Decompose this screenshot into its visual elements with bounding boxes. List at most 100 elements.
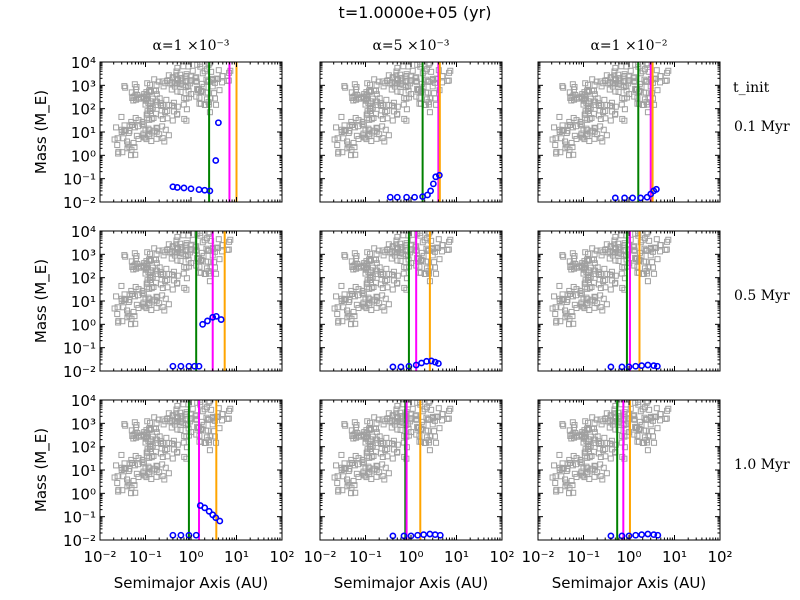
background-point (418, 249, 425, 256)
background-point (409, 67, 416, 74)
background-point (168, 424, 175, 431)
background-point (381, 138, 388, 145)
background-point (560, 295, 567, 302)
background-point (183, 275, 190, 282)
background-point (159, 135, 166, 142)
background-point (578, 291, 585, 298)
background-point (169, 79, 176, 86)
background-point (619, 115, 626, 122)
background-point (146, 250, 153, 257)
background-point (401, 95, 408, 102)
background-point (621, 106, 628, 113)
background-point (114, 304, 121, 311)
plot-area (549, 400, 672, 540)
background-point (389, 248, 396, 255)
planet-point (429, 180, 437, 188)
background-point (183, 106, 190, 113)
background-point (556, 282, 563, 289)
background-point (558, 304, 565, 311)
background-point (641, 414, 648, 421)
background-point (644, 231, 651, 236)
background-point (641, 404, 648, 411)
background-point (591, 124, 598, 131)
background-point (412, 413, 419, 420)
background-point (351, 124, 358, 131)
background-point (377, 450, 384, 457)
background-point (559, 83, 566, 90)
background-point (203, 404, 210, 411)
background-point (401, 115, 408, 122)
background-point (612, 257, 619, 264)
background-point (359, 118, 366, 125)
background-point (577, 118, 584, 125)
background-point (154, 125, 161, 132)
background-point (368, 476, 375, 483)
row-label-2: 0.5 Myr (734, 288, 790, 304)
background-point (389, 74, 396, 81)
planet-point (204, 317, 211, 325)
background-point (584, 419, 591, 426)
background-point (389, 455, 396, 462)
background-point (560, 253, 567, 260)
background-point (153, 293, 160, 300)
background-point (435, 236, 442, 243)
background-point (344, 307, 351, 314)
background-point (360, 460, 367, 467)
background-point (423, 76, 430, 83)
background-point (144, 279, 151, 286)
background-point (341, 83, 348, 90)
background-point (340, 135, 347, 142)
background-point (581, 96, 588, 103)
panel-r2-c2 (319, 230, 503, 372)
background-point (143, 265, 150, 272)
background-point (382, 109, 389, 116)
background-point (431, 264, 438, 271)
x-tick-label: 10² (269, 548, 294, 566)
planet-point (212, 157, 220, 164)
background-point (154, 463, 161, 470)
background-point (394, 64, 401, 71)
background-point (187, 249, 194, 256)
background-point (114, 479, 121, 486)
background-point (197, 232, 204, 239)
background-point (588, 114, 595, 121)
background-point (124, 307, 131, 314)
background-point (654, 87, 661, 94)
background-point (344, 476, 351, 483)
background-point (181, 115, 188, 122)
background-point (213, 270, 220, 277)
background-point (181, 264, 188, 271)
background-point (353, 84, 360, 91)
background-point (380, 252, 387, 259)
background-point (377, 281, 384, 288)
y-tick-label: 10⁴ (71, 54, 96, 72)
background-point (350, 435, 357, 442)
background-point (113, 462, 120, 469)
background-point (560, 464, 567, 471)
background-point (389, 117, 396, 124)
background-point (641, 265, 648, 272)
background-point (333, 124, 340, 131)
background-point (366, 250, 373, 257)
background-point (374, 294, 381, 301)
background-point (559, 421, 566, 428)
background-point (147, 436, 154, 443)
x-tick-label: 10¹ (444, 548, 469, 566)
y-tick-label: 10⁻² (63, 363, 96, 381)
background-point (350, 266, 357, 273)
background-point (641, 434, 648, 441)
background-point (334, 310, 341, 317)
background-point (118, 113, 125, 120)
background-point (133, 132, 140, 139)
y-axis-label: Mass (M_E) (32, 428, 51, 512)
background-point (346, 297, 353, 304)
background-point (174, 449, 181, 456)
background-point (346, 466, 353, 473)
background-point (382, 295, 389, 302)
background-point (371, 87, 378, 94)
background-point (612, 280, 619, 287)
background-point (599, 476, 606, 483)
planet-point (414, 531, 422, 539)
background-point (197, 401, 204, 408)
